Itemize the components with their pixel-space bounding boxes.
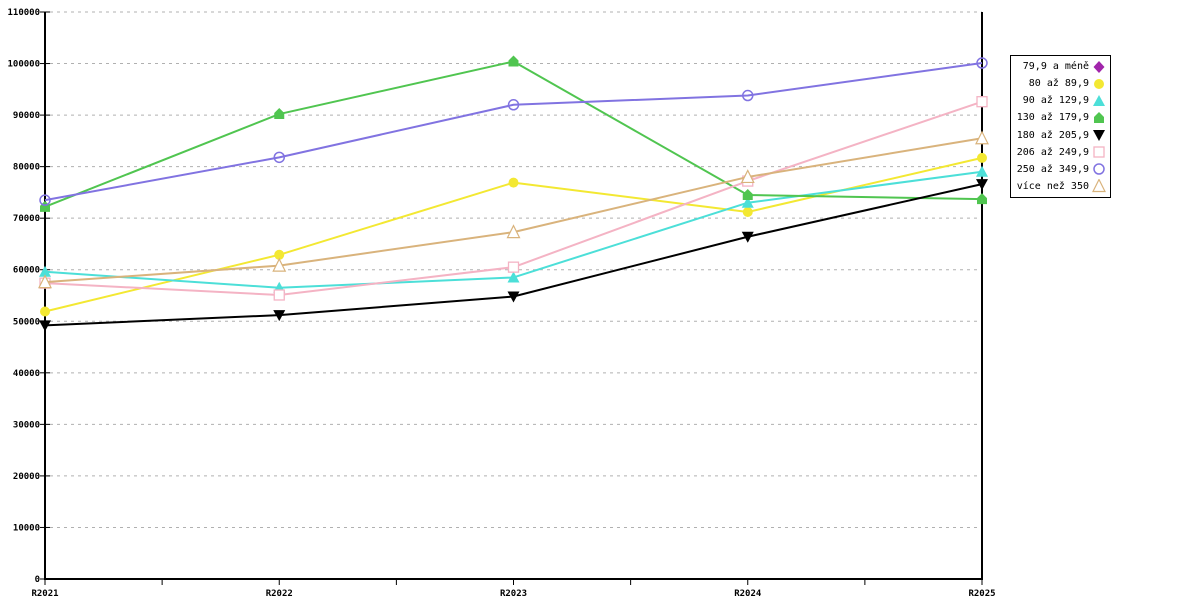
open-circle-marker-icon: [507, 99, 520, 111]
y-axis-label: 60000: [13, 266, 40, 276]
pentagon-marker-icon: [274, 108, 285, 120]
open-circle-marker-icon: [742, 89, 754, 102]
circle-marker-icon: [1094, 78, 1104, 89]
legend-item: 206 až 249,9: [1013, 145, 1106, 159]
circle-marker-icon: [274, 249, 285, 260]
series-line-4: [44, 183, 983, 327]
pentagon-filled-icon: [1092, 111, 1106, 125]
x-axis-label: R2022: [266, 589, 293, 599]
open-square-marker-icon: [273, 289, 285, 301]
circle-filled-icon: [1092, 77, 1106, 91]
y-axis-label: 40000: [13, 369, 40, 379]
triangle-up-marker-icon: [741, 196, 754, 208]
circle-marker-icon: [508, 177, 519, 188]
open-square-marker-icon: [507, 261, 520, 273]
legend: 79,9 a méně 80 až 89,9 90 až 129,9 130 až 1…: [1010, 55, 1111, 198]
legend-item: 90 až 129,9: [1013, 94, 1106, 108]
open-triangle-marker-icon: [975, 130, 989, 145]
open-triangle-marker-icon: [740, 169, 755, 184]
circle-open-icon: [1092, 162, 1106, 176]
y-axis-label: 50000: [13, 317, 40, 327]
triangle-down-marker-icon: [39, 320, 51, 332]
series-markers-1: [40, 152, 987, 317]
triangle-up-marker-icon: [39, 265, 51, 277]
diamond-marker-icon: [1093, 60, 1105, 73]
x-axis-label: R2023: [500, 589, 527, 599]
pentagon-marker-icon: [1094, 111, 1104, 123]
series-markers-3: [40, 55, 987, 212]
y-axis-label: 10000: [13, 523, 40, 533]
series-markers-5: [39, 96, 988, 301]
legend-item-label: 250 až 349,9: [1016, 163, 1089, 175]
legend-item: více než 350: [1013, 179, 1106, 193]
triangle-up-marker-icon: [976, 165, 988, 177]
triangle-down-marker-icon: [1093, 130, 1105, 142]
y-axis-label: 30000: [13, 420, 40, 430]
pentagon-marker-icon: [508, 55, 519, 67]
legend-item-label: 180 až 205,9: [1016, 129, 1089, 141]
y-axis-label: 70000: [13, 214, 40, 224]
y-axis-label: 0: [35, 575, 40, 585]
legend-item-label: 206 až 249,9: [1016, 146, 1089, 158]
legend-item-label: 79,9 a méně: [1022, 61, 1089, 73]
pentagon-marker-icon: [742, 188, 753, 200]
triangle-up-open-icon: [1092, 179, 1106, 193]
triangle-down-marker-icon: [976, 179, 988, 191]
legend-item-label: 80 až 89,9: [1028, 78, 1089, 90]
triangle-down-marker-icon: [507, 291, 520, 303]
series-markers-7: [38, 130, 989, 289]
y-axis-label: 90000: [13, 111, 40, 121]
y-axis-label: 110000: [7, 8, 40, 18]
circle-marker-icon: [40, 306, 50, 317]
x-axis-label: R2025: [968, 589, 995, 599]
open-circle-marker-icon: [273, 151, 285, 164]
circle-marker-icon: [977, 152, 987, 163]
open-triangle-marker-icon: [38, 274, 52, 289]
legend-item: 180 až 205,9: [1013, 128, 1106, 142]
series-line-7: [44, 137, 983, 284]
pentagon-marker-icon: [977, 193, 987, 205]
triangle-down-marker-icon: [273, 310, 286, 322]
square-open-icon: [1092, 145, 1106, 159]
open-circle-marker-icon: [39, 194, 51, 206]
legend-item: 250 až 349,9: [1013, 162, 1106, 176]
y-axis-label: 100000: [7, 60, 40, 70]
legend-item-label: více než 350: [1016, 180, 1089, 192]
open-circle-marker-icon: [976, 57, 988, 69]
y-axis-label: 20000: [13, 472, 40, 482]
legend-item: 80 až 89,9: [1013, 77, 1106, 91]
triangle-up-filled-icon: [1092, 94, 1106, 108]
x-axis-label: R2021: [31, 589, 58, 599]
circle-marker-icon: [742, 206, 753, 217]
series-line-6: [44, 62, 983, 202]
open-square-marker-icon: [976, 96, 988, 108]
legend-item: 79,9 a méně: [1013, 60, 1106, 74]
triangle-up-marker-icon: [1093, 94, 1105, 106]
open-square-marker-icon: [1093, 146, 1105, 158]
legend-item-label: 90 až 129,9: [1022, 95, 1089, 107]
diamond-filled-icon: [1092, 60, 1106, 74]
legend-item-label: 130 až 179,9: [1016, 112, 1089, 124]
y-axis-label: 80000: [13, 163, 40, 173]
triangle-up-marker-icon: [507, 271, 520, 283]
series-markers-6: [39, 57, 988, 206]
open-triangle-marker-icon: [506, 224, 521, 239]
triangle-down-filled-icon: [1092, 128, 1106, 142]
series-markers-4: [39, 179, 988, 332]
x-axis-label: R2024: [734, 589, 762, 599]
legend-item: 130 až 179,9: [1013, 111, 1106, 125]
open-circle-marker-icon: [1093, 163, 1105, 176]
open-triangle-marker-icon: [1092, 179, 1106, 193]
open-triangle-marker-icon: [272, 257, 287, 272]
triangle-down-marker-icon: [741, 231, 754, 243]
pentagon-marker-icon: [40, 200, 50, 212]
